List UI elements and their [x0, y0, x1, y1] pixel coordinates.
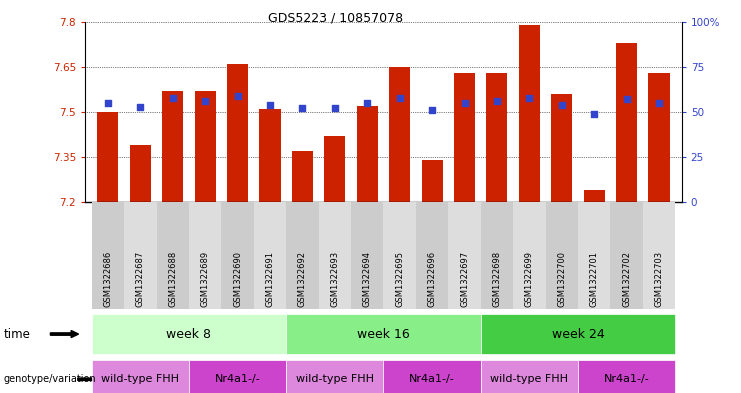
- Text: Nr4a1-/-: Nr4a1-/-: [409, 374, 455, 384]
- Point: [523, 94, 535, 101]
- Point: [393, 94, 405, 101]
- Text: time: time: [4, 327, 30, 341]
- Text: GSM1322697: GSM1322697: [460, 250, 469, 307]
- Bar: [227, 64, 248, 202]
- Text: GSM1322692: GSM1322692: [298, 251, 307, 307]
- Text: GSM1322694: GSM1322694: [363, 251, 372, 307]
- Bar: [259, 109, 281, 202]
- Point: [167, 94, 179, 101]
- Text: wild-type FHH: wild-type FHH: [491, 374, 568, 384]
- Bar: [648, 73, 670, 202]
- Point: [102, 100, 114, 106]
- Bar: [551, 94, 572, 202]
- Bar: [616, 43, 637, 202]
- Text: GSM1322687: GSM1322687: [136, 250, 144, 307]
- Bar: [584, 190, 605, 202]
- Text: week 8: week 8: [167, 327, 211, 341]
- Point: [491, 98, 503, 104]
- Point: [329, 105, 341, 112]
- Point: [296, 105, 308, 112]
- Text: GDS5223 / 10857078: GDS5223 / 10857078: [268, 12, 403, 25]
- Bar: [486, 73, 508, 202]
- Bar: [356, 106, 378, 202]
- Point: [459, 100, 471, 106]
- Bar: [292, 151, 313, 202]
- Text: genotype/variation: genotype/variation: [4, 374, 96, 384]
- Text: GSM1322689: GSM1322689: [201, 250, 210, 307]
- Text: GSM1322695: GSM1322695: [395, 251, 404, 307]
- Text: GSM1322693: GSM1322693: [330, 250, 339, 307]
- Text: GSM1322701: GSM1322701: [590, 251, 599, 307]
- Bar: [162, 91, 183, 202]
- Point: [264, 102, 276, 108]
- Point: [621, 96, 633, 103]
- Bar: [130, 145, 151, 202]
- Text: GSM1322686: GSM1322686: [104, 250, 113, 307]
- Point: [199, 98, 211, 104]
- Text: GSM1322688: GSM1322688: [168, 250, 177, 307]
- Text: Nr4a1-/-: Nr4a1-/-: [604, 374, 649, 384]
- Text: GSM1322699: GSM1322699: [525, 251, 534, 307]
- Text: week 16: week 16: [357, 327, 410, 341]
- Bar: [195, 91, 216, 202]
- Point: [426, 107, 438, 113]
- Text: GSM1322703: GSM1322703: [654, 250, 663, 307]
- Bar: [422, 160, 442, 202]
- Bar: [325, 136, 345, 202]
- Text: GSM1322690: GSM1322690: [233, 251, 242, 307]
- Bar: [454, 73, 475, 202]
- Text: GSM1322691: GSM1322691: [265, 251, 274, 307]
- Text: GSM1322696: GSM1322696: [428, 250, 436, 307]
- Point: [588, 111, 600, 117]
- Text: wild-type FHH: wild-type FHH: [296, 374, 374, 384]
- Text: Nr4a1-/-: Nr4a1-/-: [215, 374, 260, 384]
- Point: [653, 100, 665, 106]
- Bar: [519, 25, 540, 202]
- Text: week 24: week 24: [551, 327, 605, 341]
- Text: GSM1322700: GSM1322700: [557, 251, 566, 307]
- Point: [232, 93, 244, 99]
- Point: [362, 100, 373, 106]
- Point: [556, 102, 568, 108]
- Point: [134, 103, 146, 110]
- Text: wild-type FHH: wild-type FHH: [102, 374, 179, 384]
- Bar: [97, 112, 119, 202]
- Text: GSM1322698: GSM1322698: [493, 250, 502, 307]
- Bar: [389, 67, 411, 202]
- Text: GSM1322702: GSM1322702: [622, 251, 631, 307]
